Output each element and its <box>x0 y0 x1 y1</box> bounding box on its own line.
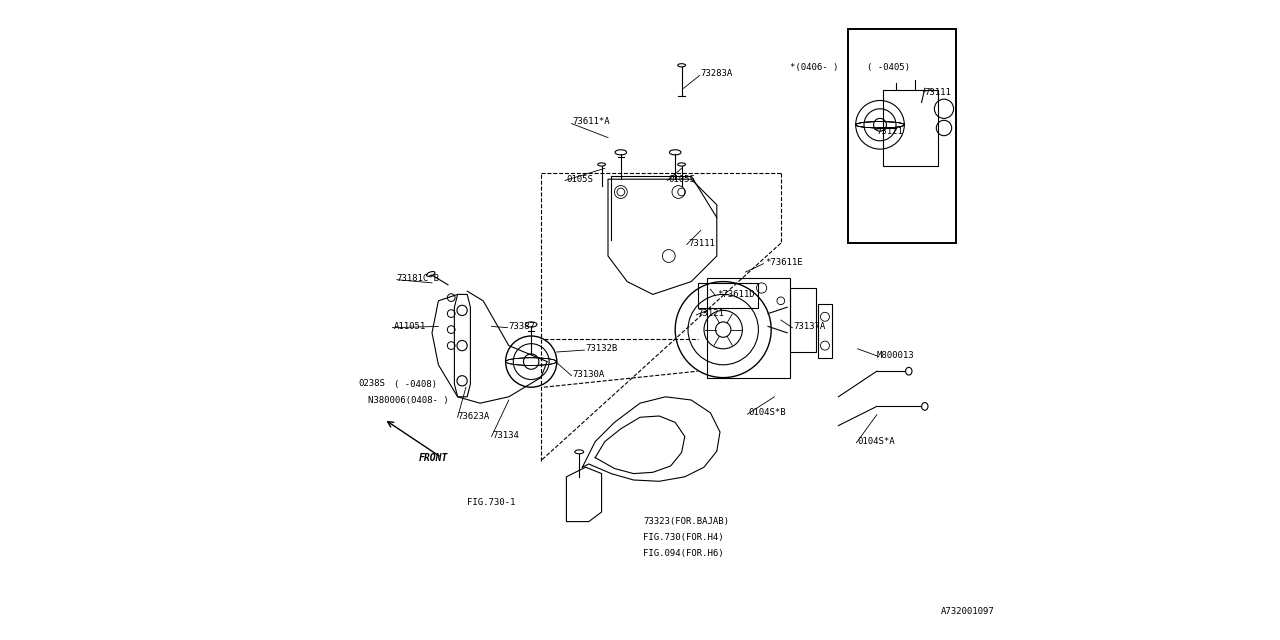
Text: A732001097: A732001097 <box>941 607 995 616</box>
Text: 73137A: 73137A <box>794 322 826 331</box>
Bar <box>708 278 791 378</box>
Text: 73611*A: 73611*A <box>573 117 611 126</box>
Bar <box>818 304 832 358</box>
Text: 73623A: 73623A <box>458 412 490 420</box>
Text: 0104S*A: 0104S*A <box>858 437 895 446</box>
Text: 73387: 73387 <box>508 322 535 331</box>
Text: 73132B: 73132B <box>585 344 618 353</box>
Text: *73611D: *73611D <box>717 290 754 299</box>
Text: ( -0408): ( -0408) <box>394 380 436 388</box>
Text: 73121: 73121 <box>877 127 904 136</box>
Text: 0104S*B: 0104S*B <box>749 408 786 417</box>
Text: 73121: 73121 <box>698 309 724 318</box>
Text: *(0406- ): *(0406- ) <box>791 63 838 72</box>
Text: A11051: A11051 <box>394 322 426 331</box>
Bar <box>698 283 758 308</box>
Text: 0238S: 0238S <box>358 380 385 388</box>
Text: 0105S: 0105S <box>668 175 695 184</box>
Text: 73283A: 73283A <box>701 69 733 78</box>
Bar <box>791 288 817 352</box>
Ellipse shape <box>906 367 913 375</box>
Text: *73611E: *73611E <box>765 258 803 267</box>
Text: FRONT: FRONT <box>420 452 448 463</box>
Text: 0105S: 0105S <box>566 175 593 184</box>
Text: 73111: 73111 <box>689 239 714 248</box>
Text: FIG.730-1: FIG.730-1 <box>467 498 516 507</box>
Bar <box>883 90 937 166</box>
Ellipse shape <box>922 403 928 410</box>
Text: ( -0405): ( -0405) <box>868 63 910 72</box>
Text: FIG.094(FOR.H6): FIG.094(FOR.H6) <box>644 549 723 558</box>
Text: FIG.730(FOR.H4): FIG.730(FOR.H4) <box>644 533 723 542</box>
Text: 73323(FOR.BAJAB): 73323(FOR.BAJAB) <box>644 517 730 526</box>
Text: 73130A: 73130A <box>573 370 605 379</box>
Text: N380006(0408- ): N380006(0408- ) <box>369 396 448 404</box>
Text: 73181C*B: 73181C*B <box>397 274 440 283</box>
Text: 73111: 73111 <box>924 88 951 97</box>
Bar <box>849 29 955 243</box>
Text: M800013: M800013 <box>877 351 914 360</box>
Text: 73134: 73134 <box>493 431 520 440</box>
